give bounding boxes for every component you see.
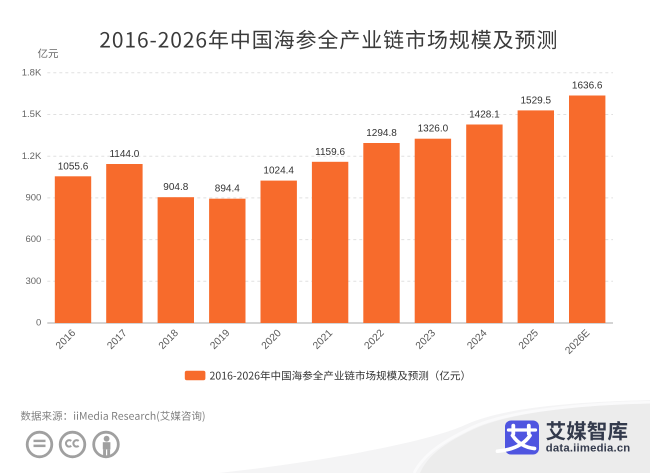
svg-text:1024.4: 1024.4	[263, 166, 294, 177]
svg-text:900: 900	[25, 193, 41, 204]
svg-text:600: 600	[25, 234, 41, 245]
svg-text:1.5K: 1.5K	[22, 109, 42, 120]
svg-text:1144.0: 1144.0	[109, 149, 139, 160]
svg-text:data.iimedia.cn: data.iimedia.cn	[546, 443, 631, 455]
svg-text:1159.6: 1159.6	[315, 147, 345, 158]
svg-text:1294.8: 1294.8	[366, 128, 397, 139]
svg-text:1.8K: 1.8K	[22, 67, 42, 78]
svg-text:1428.1: 1428.1	[469, 110, 500, 121]
svg-text:1636.6: 1636.6	[572, 81, 603, 92]
svg-text:0: 0	[36, 318, 41, 329]
svg-text:300: 300	[25, 276, 41, 287]
svg-text:1326.0: 1326.0	[418, 124, 449, 135]
svg-text:1055.6: 1055.6	[58, 161, 89, 172]
svg-text:1529.5: 1529.5	[521, 95, 552, 106]
svg-text:904.8: 904.8	[163, 182, 188, 193]
svg-text:894.4: 894.4	[215, 184, 240, 195]
svg-text:1.2K: 1.2K	[22, 151, 42, 162]
